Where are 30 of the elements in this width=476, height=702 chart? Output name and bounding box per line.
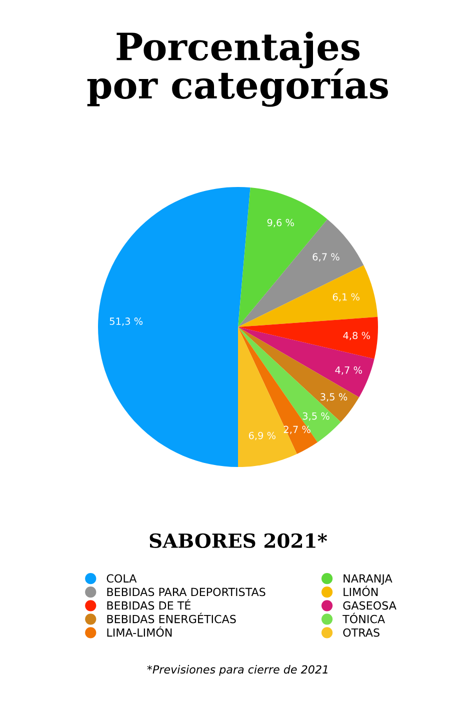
legend-label: NARANJA (344, 574, 392, 585)
pie-slice (98, 187, 250, 467)
pie-slice (238, 265, 378, 327)
data-label: 6,1 % (332, 293, 360, 302)
pie-slice (238, 219, 364, 327)
legend-label: LIMÓN (344, 586, 378, 596)
legend-label: BEBIDAS PARA DEPORTISTAS (107, 588, 266, 596)
legend-title: SABORES 2021* (150, 533, 328, 548)
legend-label: LIMA-LIMÓN (107, 626, 172, 637)
legend-label: BEBIDAS DE TÉ (107, 599, 190, 610)
data-label: 6,7 % (312, 253, 340, 262)
data-label: 6,9 % (248, 432, 276, 440)
data-label: 4,8 % (343, 332, 370, 340)
pie-slice (238, 327, 297, 467)
pie-slice (238, 316, 378, 359)
pie-slice (238, 327, 318, 454)
text: *Previsiones para cierre de 2021 (147, 665, 328, 676)
pie-slice (238, 188, 328, 327)
legend-label: COLA (106, 574, 137, 583)
data-label: 3,5 % (320, 393, 348, 402)
data-label: 2,7 % (284, 426, 310, 434)
legend-label: GASEOSA (343, 601, 396, 610)
data-label: 3,5 % (302, 412, 330, 421)
legend-label: TÓNICA (342, 612, 385, 624)
legend-label: BEBIDAS ENERGÉTICAS (107, 612, 236, 624)
legend-label: OTRAS (343, 628, 380, 637)
chart-title: Porcentajes por categorías (87, 32, 388, 107)
data-label: 4,7 % (335, 366, 362, 375)
data-label: 51,3 % (110, 318, 143, 326)
data-label: 9,6 % (267, 218, 294, 228)
